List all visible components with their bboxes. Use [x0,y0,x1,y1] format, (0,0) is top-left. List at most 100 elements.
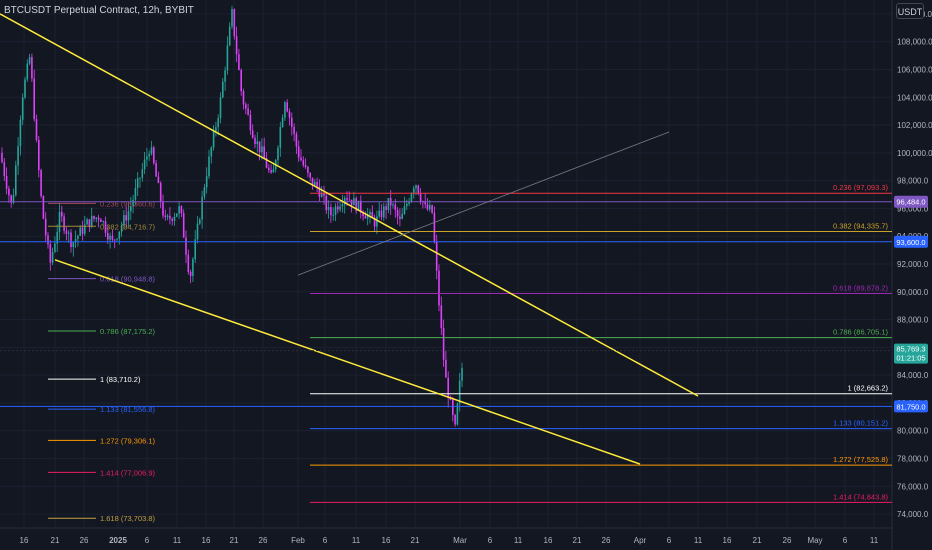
candle-body [192,259,194,276]
candle-body [102,221,104,223]
candle-body [67,232,70,234]
symbol-title: BTCUSDT Perpetual Contract, 12h, BYBIT [4,5,194,16]
candle-body [385,206,387,211]
fib-left-label: 1.414 (77,006.9) [100,468,156,477]
candle-body [61,211,63,217]
candle-body [272,169,275,173]
candle-body [438,270,440,306]
candle-body [286,102,288,112]
candle-body [242,91,245,105]
candle-body [157,176,160,183]
candle-body [127,211,130,221]
candle-body [169,215,171,219]
candle-body [49,244,52,263]
candle-body [238,54,240,70]
candle-body [415,185,417,189]
candle-body [51,251,54,263]
x-tick-label: 21 [51,536,60,545]
candle-body [208,156,210,177]
candle-body [240,69,242,92]
y-tick-label: 90,000.0 [897,288,929,297]
fib-left-label: 1.618 (73,703.8) [100,514,156,523]
y-tick-label: 74,000.0 [897,510,929,519]
candle-body [251,130,254,138]
candle-body [31,57,33,79]
y-tick-label: 106,000.0 [897,65,932,74]
candle-body [12,195,15,203]
candle-body [394,204,397,210]
x-tick-label: 21 [411,536,420,545]
price-level-label: 96,484.0 [896,198,925,207]
y-tick-label: 78,000.0 [897,455,929,464]
x-tick-label: 16 [20,536,29,545]
y-tick-label: 104,000.0 [897,93,932,102]
candle-body [284,102,286,118]
x-tick-label: May [807,536,822,545]
candle-body [21,97,24,120]
candle-body [320,193,323,197]
candle-body [314,181,316,186]
candle-body [445,359,447,378]
candle-body [268,167,270,171]
candle-body [327,207,330,211]
currency-button[interactable]: USDT [896,3,924,19]
candle-body [293,126,295,135]
candle-body [396,209,399,217]
candle-body [28,57,31,64]
candle-body [399,216,401,219]
y-tick-label: 98,000.0 [897,177,929,186]
price-level-tag [894,400,928,413]
candle-body [369,212,371,215]
candle-body [376,216,378,227]
candle-body [5,175,8,189]
candle-body [136,178,139,188]
candle-body [307,166,309,173]
candle-body [357,200,360,211]
candle-body [281,117,284,127]
candle-body [302,160,305,166]
fib-right-label: 1.133 (80,151.2) [833,419,889,428]
candle-body [107,232,109,240]
candle-body [187,254,190,272]
y-tick-label: 108,000.0 [897,38,932,47]
candle-body [456,403,459,425]
candle-body [431,205,433,213]
candle-body [199,219,201,224]
fib-right-label: 1.414 (74,843.8) [833,492,889,501]
candles [1,5,463,427]
candle-body [130,206,132,212]
candle-body [245,104,247,109]
candle-body [254,137,256,145]
candle-body [139,177,141,179]
candle-body [311,177,314,186]
candle-body [383,206,385,218]
candle-body [81,227,84,234]
y-tick-label: 84,000.0 [897,371,929,380]
candle-body [185,237,187,255]
candle-body [182,213,185,238]
candle-body [270,170,272,173]
x-tick-label: 16 [382,536,391,545]
candle-body [366,214,369,219]
candle-body [17,146,19,166]
candle-body [447,377,449,398]
last-price-label: 85,769.3 [896,345,925,354]
candle-body [54,243,56,252]
x-tick-label: 2025 [109,536,127,545]
candle-body [433,212,436,242]
candle-body [334,206,337,216]
candle-body [458,380,461,404]
candle-body [350,199,353,206]
fib-right-group: 0.236 (97,093.3) 0.382 (94,335.7) 0.618 (8… [310,183,892,503]
fib-left-label: 1.272 (79,306.1) [100,436,156,445]
x-tick-label: 21 [573,536,582,545]
trend-line [297,131,670,276]
candle-body [86,219,88,225]
y-tick-label: 100,000.0 [897,149,932,158]
candle-body [417,185,420,194]
x-tick-label: 26 [602,536,611,545]
y-tick-label: 102,000.0 [897,121,932,130]
candle-body [164,215,167,217]
candle-body [217,118,219,128]
